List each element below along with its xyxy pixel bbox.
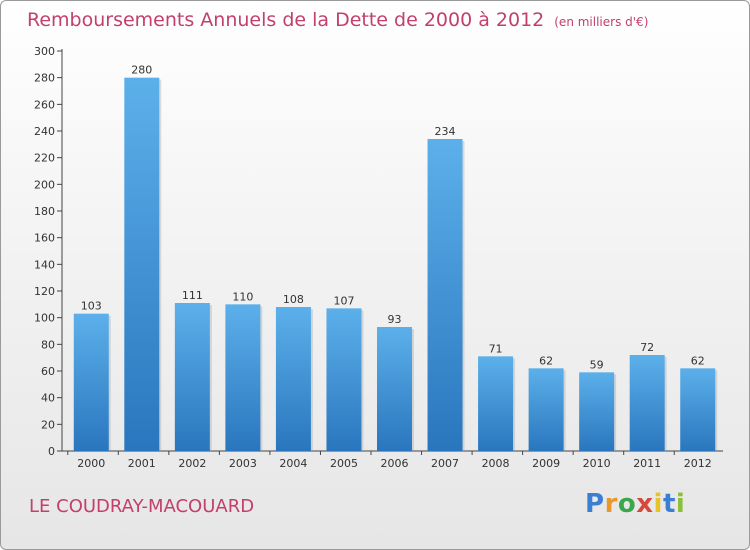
y-tick-label: 60: [41, 365, 55, 378]
bar-2007: [427, 139, 463, 451]
logo-letter: t: [662, 489, 676, 519]
bar-2005: [326, 308, 362, 451]
x-tick-label: 2005: [330, 457, 358, 470]
x-tick-label: 2012: [684, 457, 712, 470]
x-tick-label: 2011: [633, 457, 661, 470]
y-axis: 0 20 40 60 80 100 120 140 160 180 200 220 240 260 280 3…: [34, 45, 63, 458]
bar-2011: [629, 355, 665, 451]
title-text: Remboursements Annuels de la Dette de 20…: [27, 9, 545, 31]
data-label: 72: [640, 341, 654, 354]
x-tick-label: 2007: [431, 457, 459, 470]
logo-letter: r: [604, 489, 618, 519]
bar-2002: [174, 303, 210, 451]
data-label: 234: [435, 125, 456, 138]
bar-2001: [124, 77, 160, 452]
bar-2000: [73, 313, 109, 451]
data-label: 280: [131, 64, 152, 77]
y-tick-label: 40: [41, 392, 55, 405]
y-tick-label: 80: [41, 338, 55, 351]
y-tick-label: 100: [34, 312, 55, 325]
x-tick-label: 2002: [178, 457, 206, 470]
x-tick-label: 2003: [229, 457, 257, 470]
y-tick-label: 160: [34, 232, 55, 245]
bar-2003: [225, 304, 261, 451]
data-label: 108: [283, 293, 304, 306]
bars: 103 280 111 110 108 107 93 234 71 62 59 72 62: [73, 64, 718, 452]
bar-2004: [275, 307, 311, 451]
y-tick-label: 20: [41, 418, 55, 431]
data-label: 93: [388, 313, 402, 326]
chart-title: Remboursements Annuels de la Dette de 20…: [27, 9, 648, 31]
x-tick-label: 2008: [482, 457, 510, 470]
bar-2009: [528, 368, 564, 451]
data-label: 103: [81, 300, 102, 313]
commune-name: LE COUDRAY-MACOUARD: [29, 496, 255, 517]
y-tick-label: 280: [34, 72, 55, 85]
x-tick-label: 2006: [381, 457, 409, 470]
y-tick-label: 300: [34, 45, 55, 58]
y-tick-label: 240: [34, 125, 55, 138]
y-tick-label: 260: [34, 98, 55, 111]
bar-2006: [377, 327, 412, 451]
y-tick-label: 0: [48, 445, 55, 458]
data-label: 111: [182, 289, 203, 302]
y-tick-label: 140: [34, 258, 55, 271]
data-label: 62: [691, 354, 705, 367]
data-label: 62: [539, 354, 553, 367]
data-label: 59: [590, 358, 604, 371]
logo-letter: o: [617, 489, 637, 519]
x-tick-label: 2010: [583, 457, 611, 470]
bar-2008: [478, 356, 514, 451]
y-tick-label: 200: [34, 178, 55, 191]
x-tick-label: 2004: [279, 457, 307, 470]
data-label: 110: [232, 290, 253, 303]
bar-2012: [680, 368, 716, 451]
logo-letter: i: [675, 489, 686, 519]
logo-letter: x: [636, 489, 654, 519]
logo-letter: i: [653, 489, 663, 519]
data-label: 107: [333, 294, 354, 307]
proxiti-logo: Proxiti: [585, 489, 685, 519]
bar-2010: [579, 372, 615, 451]
x-axis: 2000 2001 2002 2003 2004 2005 2006 2007 2008 2009…: [62, 450, 723, 470]
y-tick-label: 220: [34, 152, 55, 165]
unit-note: (en milliers d'€): [554, 15, 649, 29]
y-tick-label: 180: [34, 205, 55, 218]
x-tick-label: 2001: [128, 457, 156, 470]
y-tick-label: 120: [34, 285, 55, 298]
x-tick-label: 2009: [532, 457, 560, 470]
data-label: 71: [489, 342, 503, 355]
x-tick-label: 2000: [77, 457, 105, 470]
logo-letter: P: [585, 489, 605, 519]
